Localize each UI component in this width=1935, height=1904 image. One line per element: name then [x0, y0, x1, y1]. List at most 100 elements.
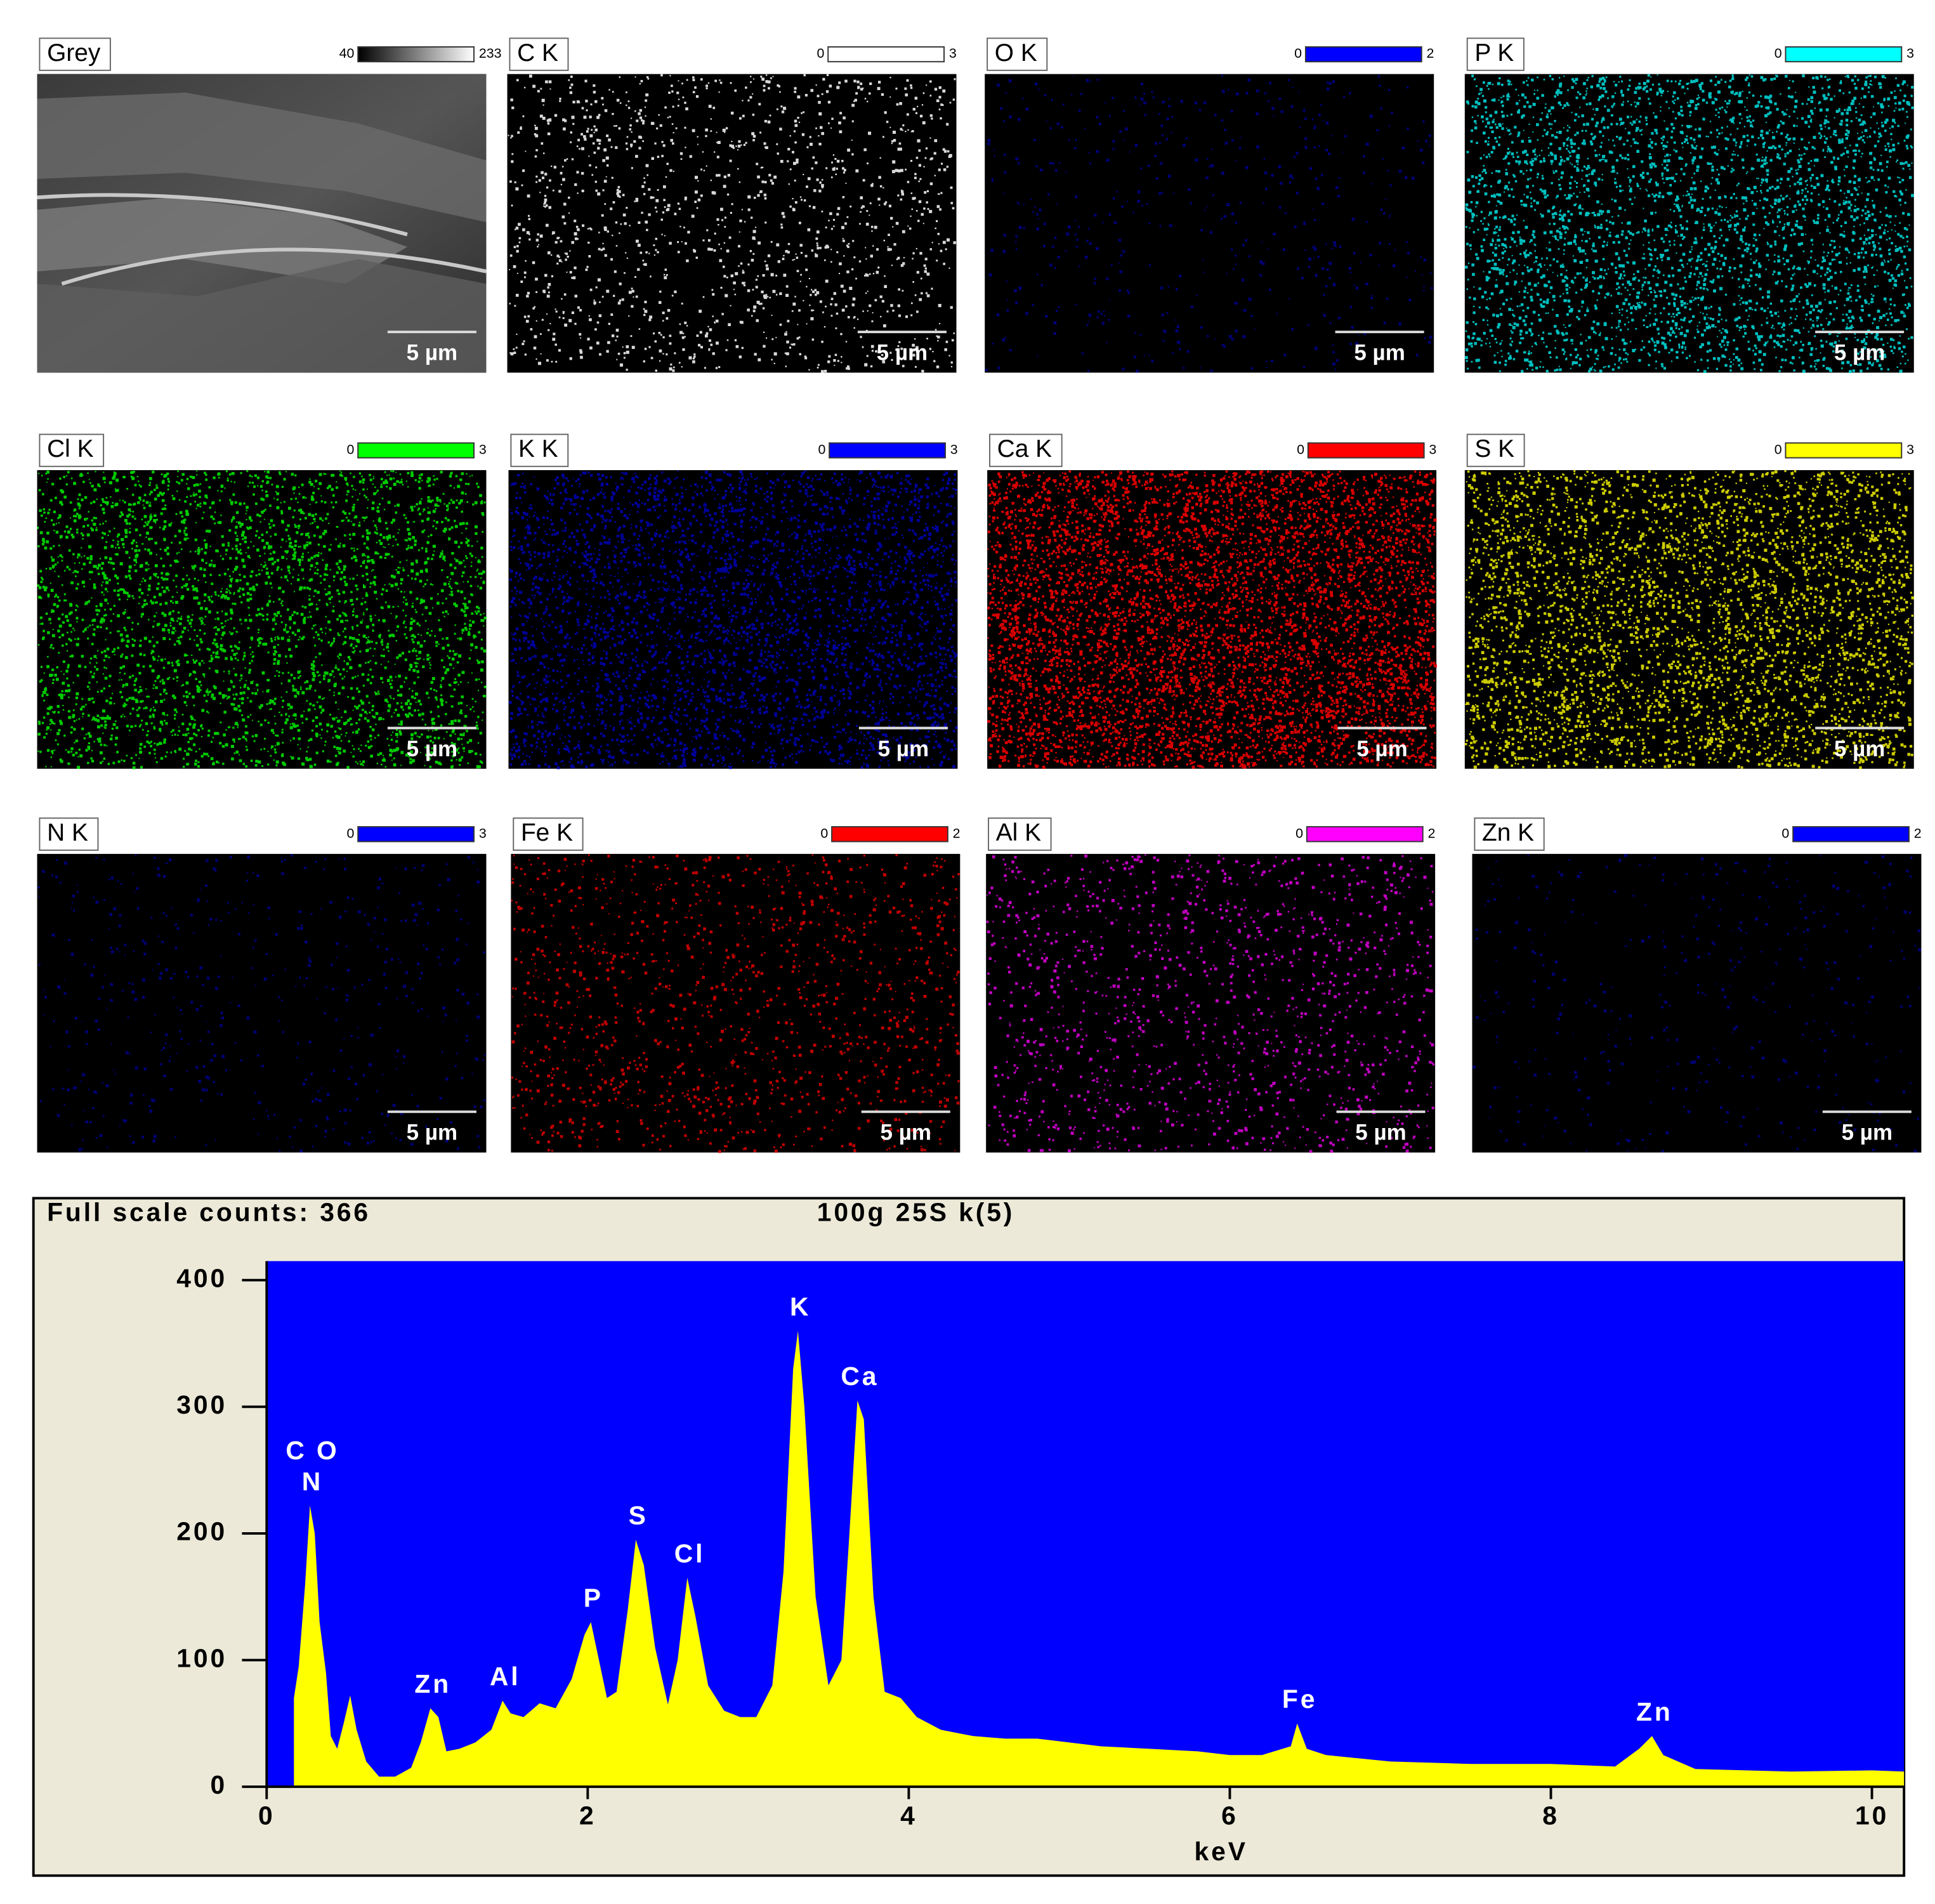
scale-bar-label: 5 µm	[1842, 1120, 1892, 1145]
spectrum-title: Full scale counts: 366	[47, 1198, 371, 1227]
map-label-box	[988, 817, 1052, 851]
map-speckle	[511, 853, 960, 1153]
colorbar	[1304, 46, 1422, 63]
colorbar	[827, 46, 945, 63]
map-label: S K	[1474, 435, 1514, 463]
colorbar	[357, 442, 475, 459]
x-tick-label: 2	[579, 1801, 596, 1830]
peak-label: P	[584, 1583, 603, 1612]
map-label-box	[987, 37, 1048, 71]
peak-label: C O	[285, 1436, 339, 1465]
y-tick-label: 200	[176, 1517, 227, 1546]
map-speckle	[986, 854, 1435, 1153]
spectrum-area	[294, 1330, 1905, 1787]
colorbar-min: 0	[346, 442, 354, 457]
colorbar-min: 0	[1781, 825, 1789, 841]
colorbar	[1785, 442, 1903, 459]
colorbar	[831, 826, 948, 843]
x-tick-label: 0	[258, 1801, 275, 1830]
x-axis-label: keV	[1195, 1837, 1248, 1866]
map-label: Ca K	[997, 435, 1052, 463]
map-image	[985, 74, 1434, 373]
map-panel: Fe K 0 2 5 µm	[511, 817, 961, 1153]
map-image	[507, 74, 957, 373]
map-speckle	[987, 470, 1438, 769]
scale-bar-label: 5 µm	[407, 1120, 457, 1145]
colorbar	[357, 826, 475, 843]
map-panel: Grey 40 233 5 µm	[37, 37, 502, 373]
map-label: K K	[518, 435, 558, 463]
x-tick-label: 10	[1855, 1801, 1889, 1830]
colorbar-max: 2	[1427, 46, 1434, 61]
scale-bar-label: 5 µm	[881, 1120, 931, 1145]
x-tick-label: 8	[1542, 1801, 1559, 1830]
colorbar	[1306, 826, 1424, 843]
colorbar-min: 0	[818, 442, 825, 457]
map-panel: N K 0 3 5 µm	[37, 817, 487, 1153]
colorbar-max: 3	[479, 442, 487, 457]
map-image	[37, 853, 487, 1153]
map-label: Cl K	[47, 435, 94, 463]
map-label: Zn K	[1482, 819, 1534, 846]
map-label: Al K	[996, 819, 1041, 846]
map-panel: Ca K 0 3 5 µm	[987, 433, 1438, 769]
colorbar-max: 3	[949, 46, 957, 61]
map-panel: Zn K 0 2 5 µm	[1472, 817, 1922, 1153]
y-tick-label: 400	[176, 1263, 227, 1292]
scale-bar-label: 5 µm	[1356, 737, 1407, 761]
peak-label: Cl	[674, 1539, 705, 1568]
map-label-box	[1466, 433, 1525, 468]
colorbar-max: 2	[953, 825, 961, 841]
map-label-box	[39, 37, 111, 71]
scale-bar-label: 5 µm	[407, 340, 457, 365]
map-label-box	[510, 433, 569, 468]
colorbar-min: 40	[339, 46, 355, 61]
colorbar-max: 2	[1914, 825, 1922, 841]
colorbar-min: 0	[820, 825, 828, 841]
map-label-box	[509, 37, 569, 71]
colorbar-min: 0	[346, 825, 354, 841]
map-panel: Al K 0 2 5 µm	[986, 817, 1436, 1153]
sem-edge	[37, 193, 487, 286]
scale-bar-label: 5 µm	[407, 737, 457, 761]
colorbar-max: 2	[1427, 825, 1435, 841]
colorbar-max: 233	[479, 46, 502, 61]
plot-area	[266, 1261, 1905, 1787]
colorbar-min: 0	[1297, 442, 1304, 457]
sem-feature	[37, 92, 487, 223]
map-label-box	[989, 433, 1063, 468]
peak-label: Zn	[414, 1669, 451, 1698]
colorbar-max: 3	[1906, 442, 1914, 457]
map-label-box	[1474, 817, 1545, 851]
map-panel: K K 0 3 5 µm	[508, 433, 958, 770]
peak-label: Ca	[841, 1362, 879, 1391]
colorbar-min: 0	[1295, 825, 1303, 841]
map-panel: Cl K 0 3 5 µm	[37, 433, 487, 770]
y-tick-label: 100	[176, 1643, 227, 1672]
map-label: C K	[517, 39, 558, 67]
colorbar-min: 0	[1774, 442, 1782, 457]
map-panel: C K 0 3 5 µm	[507, 37, 957, 374]
map-speckle	[37, 470, 487, 770]
scale-bar-label: 5 µm	[877, 340, 928, 365]
map-label-box	[513, 817, 584, 851]
map-panel: O K 0 2 5 µm	[985, 37, 1434, 373]
scale-bar-label: 5 µm	[1355, 1120, 1406, 1145]
y-tick-label: 0	[210, 1770, 227, 1799]
scale-bar-label: 5 µm	[1354, 340, 1405, 365]
colorbar-max: 3	[1906, 46, 1914, 61]
spectrum-subtitle: 100g 25S k(5)	[817, 1198, 1015, 1227]
map-label: N K	[47, 819, 88, 846]
colorbar-min: 0	[817, 46, 824, 61]
map-label: P K	[1474, 39, 1514, 67]
map-panel: P K 0 3 5 µm	[1464, 37, 1914, 374]
scale-bar-label: 5 µm	[1834, 340, 1885, 365]
peak-label: N	[302, 1467, 323, 1496]
colorbar	[1307, 442, 1425, 459]
map-image	[986, 853, 1436, 1153]
x-tick-label: 6	[1221, 1801, 1238, 1830]
map-speckle	[508, 74, 956, 374]
peak-label: K	[790, 1292, 811, 1321]
sem-feature	[37, 197, 408, 284]
map-label: O K	[995, 39, 1037, 67]
